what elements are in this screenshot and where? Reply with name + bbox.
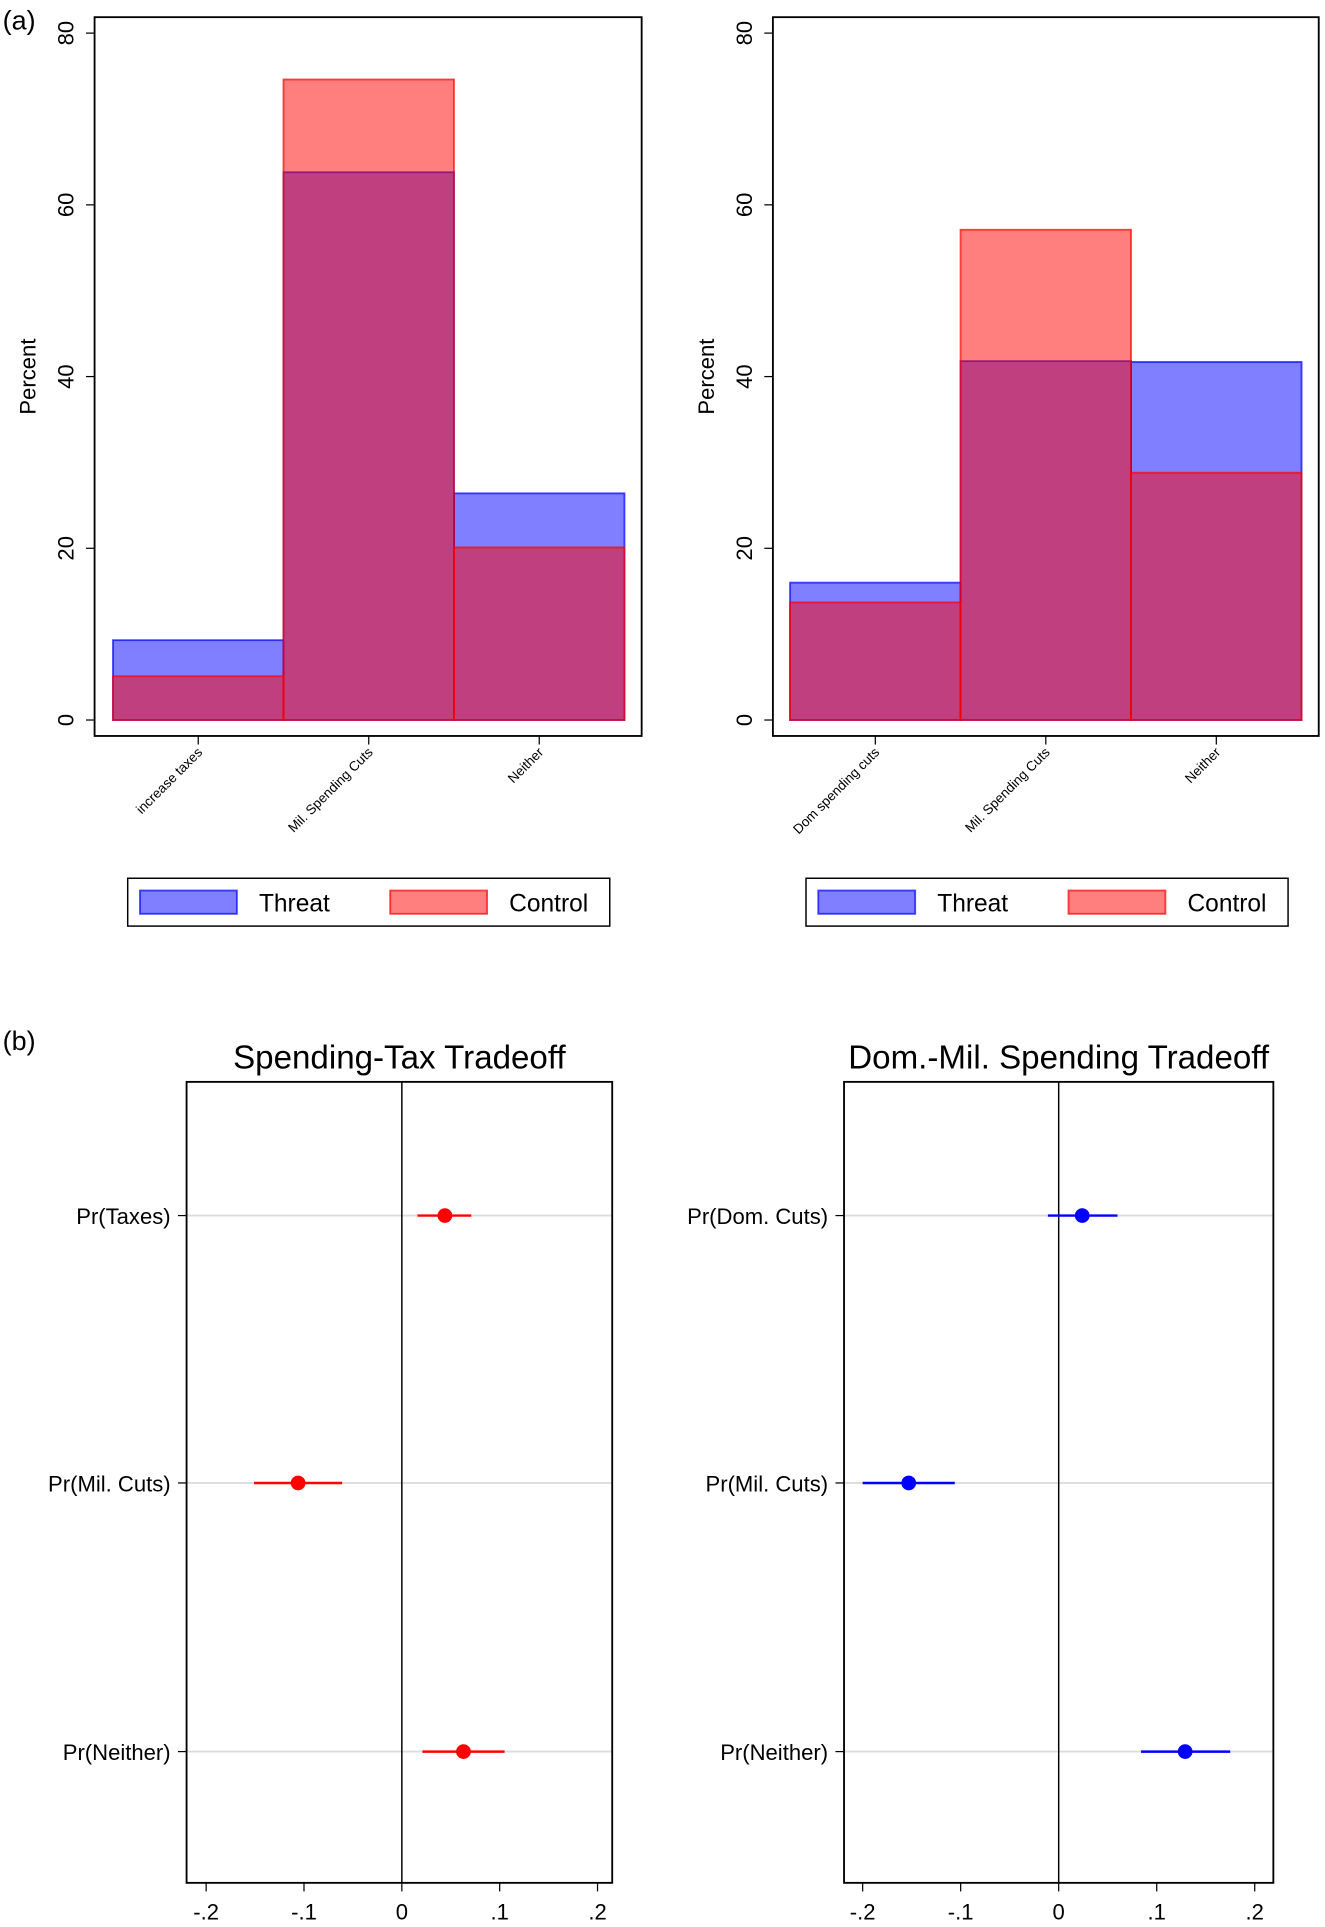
legend-label-control: Control [509, 890, 588, 917]
x-tick-label: Mil. Spending Cuts [962, 744, 1053, 835]
legend: Threat Control [805, 877, 1289, 927]
point-estimate [1177, 1744, 1193, 1759]
x-tick-label: Neither [1182, 744, 1224, 786]
y-tick-label: Pr(Neither) [720, 1740, 828, 1765]
y-tick-label: 0 [54, 714, 79, 726]
point-estimate [456, 1744, 471, 1759]
y-tick-label: Pr(Mil. Cuts) [706, 1472, 829, 1497]
y-tick-label: Pr(Neither) [63, 1740, 171, 1765]
x-tick-label: .1 [490, 1900, 508, 1925]
y-tick-label: 0 [732, 714, 757, 726]
coef-plot-1: Spending-Tax Tradeoff -.2 -.1 0 .1 .2 Pr(Taxes… [48, 1039, 614, 1925]
bar-chart-1: 0 20 40 60 80 Percent increase taxes Mil. Spend… [16, 16, 643, 927]
y-tick-label: Pr(Taxes) [76, 1204, 170, 1229]
bar-control [453, 546, 626, 721]
x-tick-label: Neither [505, 744, 547, 786]
y-tick-label: 60 [54, 193, 79, 218]
legend: Threat Control [126, 877, 611, 927]
point-estimate [901, 1475, 917, 1491]
y-tick-label: 80 [732, 21, 757, 46]
panel-label-a: (a) [3, 5, 36, 35]
legend-label-threat: Threat [937, 890, 1008, 917]
y-tick-label: 80 [54, 21, 79, 46]
chart-title: Spending-Tax Tradeoff [233, 1039, 566, 1076]
x-tick-label: .2 [588, 1900, 606, 1925]
x-tick-label: -.1 [948, 1900, 974, 1925]
y-axis-label: Percent [16, 339, 41, 415]
y-tick-label: Pr(Mil. Cuts) [48, 1472, 171, 1497]
y-tick-label: 20 [54, 536, 79, 561]
panel-label-b: (b) [3, 1026, 36, 1056]
legend-swatch-control [1067, 889, 1167, 915]
x-tick-label: -.2 [850, 1900, 876, 1925]
legend-label-threat: Threat [259, 890, 330, 917]
bar-control [282, 78, 455, 721]
y-tick-label: 40 [732, 364, 757, 389]
legend-swatch-threat [139, 889, 238, 915]
x-tick-label: -.2 [193, 1900, 219, 1925]
x-tick-label: increase taxes [133, 744, 205, 816]
coef-plot-2: Dom.-Mil. Spending Tradeoff -.2 -.1 0 .1 .2 Pr… [687, 1039, 1275, 1925]
bar-control [1130, 471, 1303, 721]
y-tick-label: 40 [54, 364, 79, 389]
bar-control [112, 675, 285, 721]
point-estimate [437, 1208, 453, 1223]
y-axis-label: Percent [694, 339, 719, 415]
point-estimate [290, 1475, 306, 1491]
x-tick-label: -.1 [291, 1900, 317, 1925]
legend-swatch-control [389, 889, 489, 915]
legend-label-control: Control [1187, 890, 1266, 917]
x-tick-label: 0 [1053, 1900, 1065, 1925]
x-tick-label: .2 [1246, 1900, 1264, 1925]
y-tick-label: 20 [732, 536, 757, 561]
point-estimate [1074, 1208, 1090, 1223]
x-tick-label: 0 [396, 1900, 408, 1925]
y-tick-label: 60 [732, 193, 757, 218]
x-tick-label: .1 [1148, 1900, 1166, 1925]
x-tick-label: Mil. Spending Cuts [285, 744, 376, 835]
x-tick-label: Dom spending cuts [790, 744, 882, 836]
legend-swatch-threat [817, 889, 917, 915]
chart-title: Dom.-Mil. Spending Tradeoff [848, 1039, 1270, 1076]
bar-chart-2: 0 20 40 60 80 Percent Dom spending cuts Mil. Sp… [694, 16, 1320, 927]
bar-control [789, 601, 962, 721]
bar-control [959, 228, 1132, 721]
y-tick-label: Pr(Dom. Cuts) [687, 1204, 828, 1229]
